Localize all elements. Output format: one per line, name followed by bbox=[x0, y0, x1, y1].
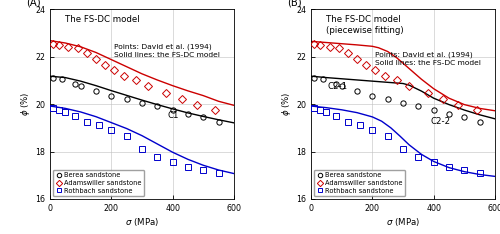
Text: Points: David et al. (1994)
Solid lines: the FS-DC model: Points: David et al. (1994) Solid lines:… bbox=[114, 44, 220, 58]
Text: (A): (A) bbox=[26, 0, 40, 7]
Text: (B): (B) bbox=[287, 0, 302, 7]
X-axis label: $\sigma$ (MPa): $\sigma$ (MPa) bbox=[386, 216, 420, 227]
X-axis label: $\sigma$ (MPa): $\sigma$ (MPa) bbox=[125, 216, 159, 227]
Y-axis label: $\phi$ (%): $\phi$ (%) bbox=[20, 92, 32, 116]
Text: C2-1: C2-1 bbox=[328, 82, 348, 91]
Text: The FS-DC model
(piecewise fitting): The FS-DC model (piecewise fitting) bbox=[326, 15, 404, 35]
Text: C1: C1 bbox=[168, 111, 179, 121]
Text: C2-2: C2-2 bbox=[430, 117, 451, 126]
Y-axis label: $\phi$ (%): $\phi$ (%) bbox=[280, 92, 293, 116]
Legend: Berea sandstone, Adamswiller sandstone, Rothbach sandstone: Berea sandstone, Adamswiller sandstone, … bbox=[52, 170, 144, 196]
Legend: Berea sandstone, Adamswiller sandstone, Rothbach sandstone: Berea sandstone, Adamswiller sandstone, … bbox=[314, 170, 406, 196]
Text: Points: David et al. (1994)
Solid lines: the FS-DC model: Points: David et al. (1994) Solid lines:… bbox=[376, 51, 482, 66]
Text: The FS-DC model: The FS-DC model bbox=[64, 15, 140, 24]
